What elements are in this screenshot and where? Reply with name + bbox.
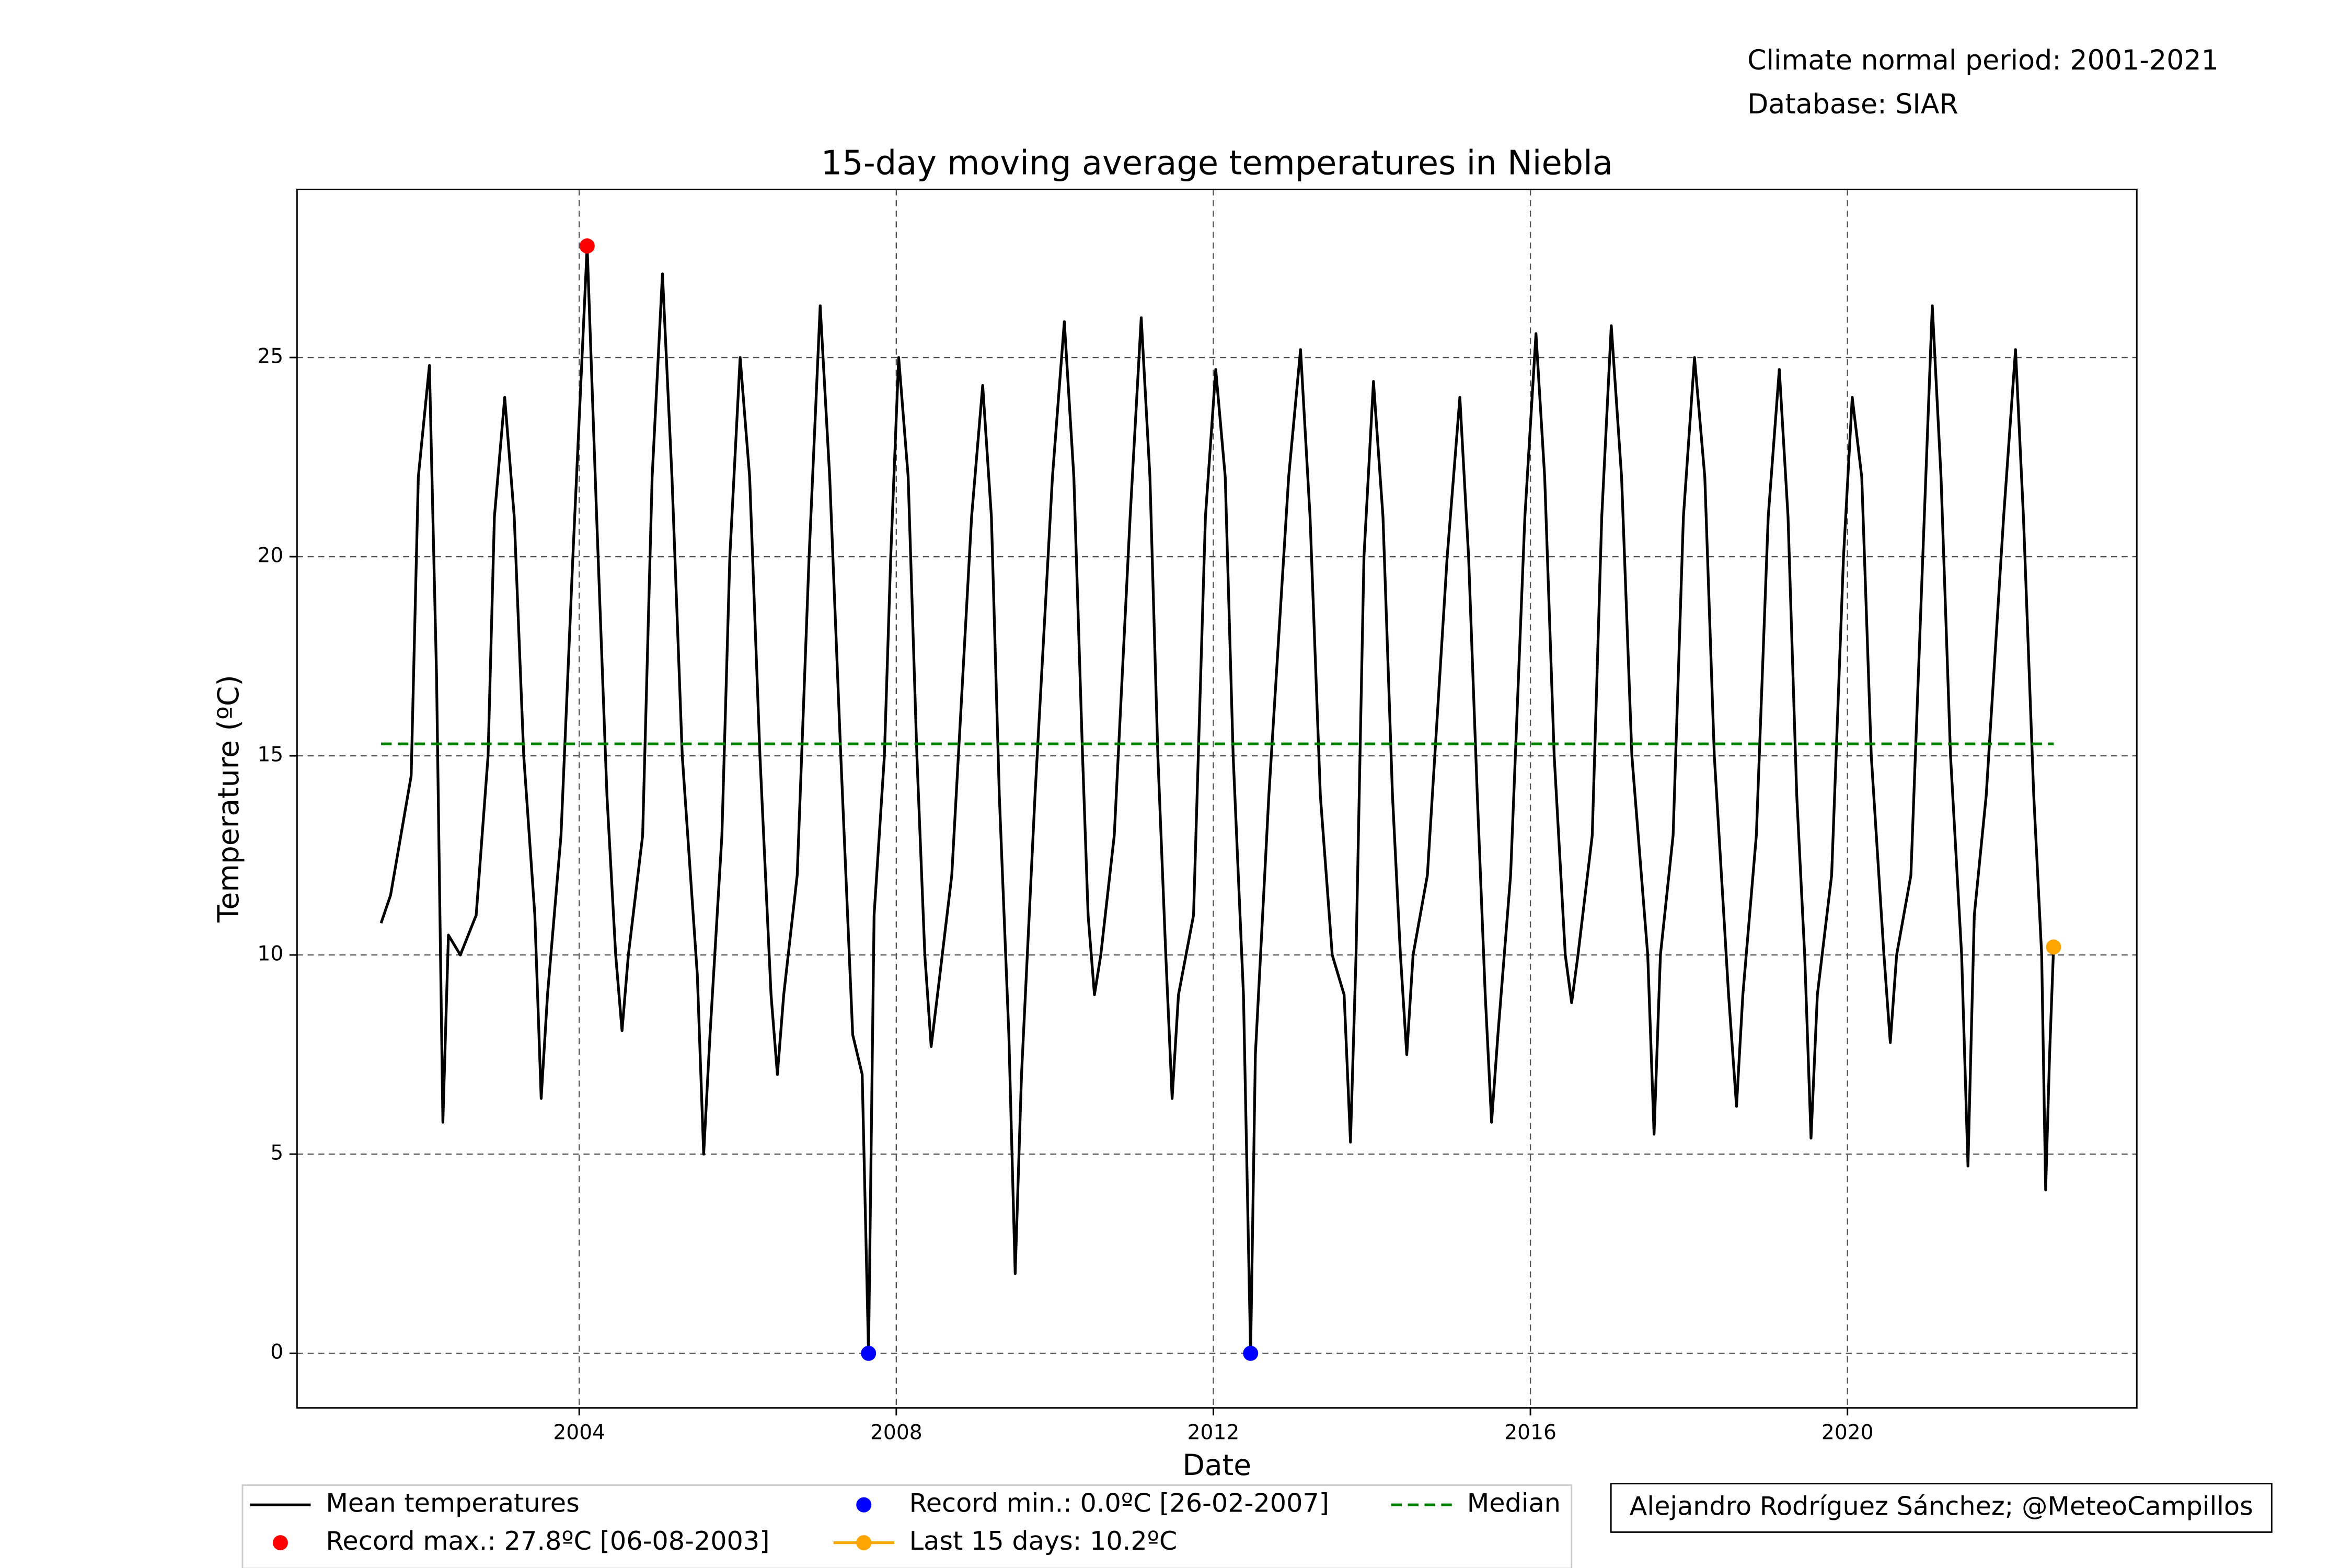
- legend-label: Last 15 days: 10.2ºC: [909, 1526, 1178, 1556]
- legend-label: Record max.: 27.8ºC [06-08-2003]: [326, 1526, 769, 1556]
- y-axis-label: Temperature (ºC): [212, 675, 245, 923]
- y-tick-label: 25: [257, 345, 283, 368]
- credit-box: [1610, 1483, 2273, 1533]
- y-tick-label: 15: [257, 743, 283, 767]
- x-tick-label: 2004: [553, 1421, 605, 1444]
- data-point: [2046, 939, 2061, 955]
- data-point: [861, 1345, 877, 1361]
- x-axis-label: Date: [1182, 1448, 1251, 1482]
- x-tick-label: 2020: [1821, 1421, 1874, 1444]
- plot-frame: [296, 188, 2138, 1409]
- x-tick-label: 2016: [1504, 1421, 1557, 1444]
- data-point: [1243, 1345, 1259, 1361]
- legend-marker: [856, 1535, 872, 1551]
- legend-marker: [856, 1497, 872, 1513]
- legend-marker: [272, 1535, 288, 1551]
- credit: Alejandro Rodríguez Sánchez; @MeteoCampi…: [1630, 1491, 2253, 1521]
- y-tick-label: 0: [270, 1341, 283, 1364]
- x-tick-label: 2012: [1187, 1421, 1240, 1444]
- chart-title: 15-day moving average temperatures in Ni…: [821, 144, 1613, 183]
- data-line: [379, 245, 2055, 1355]
- x-tick-label: 2008: [870, 1421, 923, 1444]
- data-point: [579, 238, 595, 254]
- y-tick-label: 10: [257, 942, 283, 966]
- legend-label: Record min.: 0.0ºC [26-02-2007]: [909, 1488, 1329, 1518]
- y-tick-label: 5: [270, 1142, 283, 1165]
- annotation: Database: SIAR: [1747, 89, 1958, 120]
- legend: [241, 1484, 1573, 1568]
- legend-label: Median: [1467, 1488, 1561, 1518]
- y-tick-label: 20: [257, 544, 283, 568]
- legend-label: Mean temperatures: [326, 1488, 579, 1518]
- annotation: Climate normal period: 2001-2021: [1747, 45, 2219, 76]
